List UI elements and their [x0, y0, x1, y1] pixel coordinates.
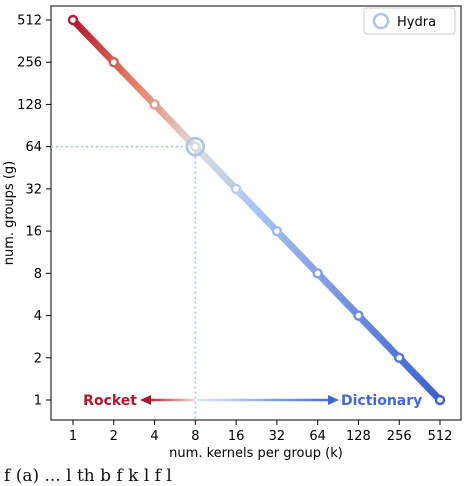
- y-tick-label: 512: [17, 14, 42, 29]
- series-line-path: [69, 16, 444, 404]
- series-point: [149, 99, 160, 110]
- legend-marker-hydra: [372, 12, 390, 30]
- legend-box: [363, 7, 456, 35]
- direction-annotation: Rocket Dictionary: [83, 393, 422, 409]
- y-tick-label: 2: [34, 351, 42, 366]
- legend: Hydra: [363, 7, 456, 35]
- series-point: [353, 310, 364, 321]
- x-tick-label: 1: [69, 429, 77, 444]
- x-tick-label: 64: [309, 429, 326, 444]
- x-tick-label: 512: [428, 429, 453, 444]
- x-tick-label: 16: [228, 429, 245, 444]
- x-tick-label: 128: [346, 429, 371, 444]
- rocket-label: Rocket: [83, 393, 137, 409]
- y-tick-label: 64: [25, 140, 42, 155]
- dictionary-label: Dictionary: [341, 393, 422, 409]
- plot-frame: [50, 5, 462, 421]
- x-tick-label: 2: [110, 429, 118, 444]
- chart: 1 2 4 8 16 32 64 128 256 512 1248163264128256512 …: [2, 5, 462, 461]
- y-tick-label: 16: [25, 225, 42, 240]
- rocket-arrow-head: [140, 395, 151, 405]
- caption-fragment: f (a) ... l th b f k l f l: [4, 466, 172, 486]
- x-axis-label: num. kernels per group (k): [169, 446, 343, 461]
- hydra-guide-lines: [51, 145, 197, 420]
- y-tick-label: 128: [17, 98, 42, 113]
- y-tick-label: 256: [17, 56, 42, 71]
- series-point: [108, 57, 119, 68]
- y-tick-label: 1: [34, 394, 42, 409]
- legend-label-hydra: Hydra: [397, 15, 436, 30]
- series-points: [67, 14, 446, 406]
- x-axis: 1 2 4 8 16 32 64 128 256 512: [69, 420, 453, 444]
- y-axis: 1 2 4 8 16 32 64 128 256 512: [17, 14, 51, 409]
- y-tick-label: 4: [34, 309, 42, 324]
- y-tick-label: 8: [34, 267, 42, 282]
- series-point: [190, 141, 201, 152]
- x-tick-label: 256: [387, 429, 412, 444]
- dictionary-arrow-head: [328, 395, 339, 405]
- hydra-marker: [185, 136, 206, 157]
- hydra-highlight-circle: [185, 136, 206, 157]
- x-tick-label: 32: [269, 429, 286, 444]
- series-line: [69, 16, 444, 404]
- series-point: [394, 352, 405, 363]
- x-tick-label: 4: [150, 429, 158, 444]
- series-point: [434, 394, 446, 406]
- y-tick-label: 32: [25, 182, 42, 197]
- y-axis-label: num. groups (g): [2, 161, 17, 265]
- series-point: [271, 225, 283, 237]
- series-point: [67, 14, 79, 26]
- x-tick-label: 8: [191, 429, 199, 444]
- series-point: [230, 183, 242, 195]
- series-point: [312, 268, 323, 279]
